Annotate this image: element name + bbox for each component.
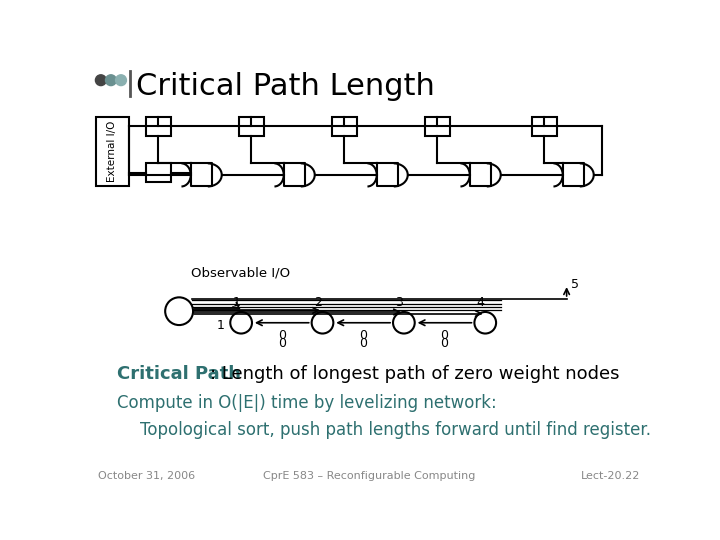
Text: 0: 0 <box>359 336 367 349</box>
Text: 1: 1 <box>216 319 224 332</box>
Text: 5: 5 <box>570 278 578 291</box>
Text: CprE 583 – Reconfigurable Computing: CprE 583 – Reconfigurable Computing <box>263 471 475 481</box>
Bar <box>332 117 356 136</box>
Bar <box>239 117 264 136</box>
Text: 1: 1 <box>233 296 240 309</box>
Bar <box>145 164 171 182</box>
Text: External I/O: External I/O <box>107 121 117 183</box>
Text: Topological sort, push path lengths forward until find register.: Topological sort, push path lengths forw… <box>140 421 652 438</box>
Bar <box>532 117 557 136</box>
Circle shape <box>165 298 193 325</box>
Circle shape <box>116 75 127 85</box>
Circle shape <box>96 75 107 85</box>
Text: Critical Path Length: Critical Path Length <box>137 72 436 101</box>
Circle shape <box>312 312 333 334</box>
Circle shape <box>393 312 415 334</box>
Polygon shape <box>284 164 305 186</box>
Polygon shape <box>377 164 398 186</box>
Circle shape <box>474 312 496 334</box>
Bar <box>96 117 129 186</box>
Text: 0: 0 <box>441 329 449 342</box>
Polygon shape <box>191 164 212 186</box>
Text: 3: 3 <box>395 296 403 309</box>
Bar <box>425 117 449 136</box>
Text: 0: 0 <box>359 329 367 342</box>
Circle shape <box>230 312 252 334</box>
Polygon shape <box>563 164 585 186</box>
Text: Critical Path: Critical Path <box>117 365 241 383</box>
Text: October 31, 2006: October 31, 2006 <box>98 471 195 481</box>
Polygon shape <box>469 164 492 186</box>
Text: 0: 0 <box>278 329 286 342</box>
Bar <box>145 117 171 136</box>
Text: 0: 0 <box>278 336 286 349</box>
Text: 0: 0 <box>441 336 449 349</box>
Text: Observable I/O: Observable I/O <box>191 267 290 280</box>
Text: Compute in O(|E|) time by levelizing network:: Compute in O(|E|) time by levelizing net… <box>117 394 497 413</box>
Text: : Length of longest path of zero weight nodes: : Length of longest path of zero weight … <box>210 365 620 383</box>
Circle shape <box>106 75 117 85</box>
Text: 4: 4 <box>477 296 485 309</box>
Text: 2: 2 <box>314 296 322 309</box>
Text: Lect-20.22: Lect-20.22 <box>581 471 640 481</box>
